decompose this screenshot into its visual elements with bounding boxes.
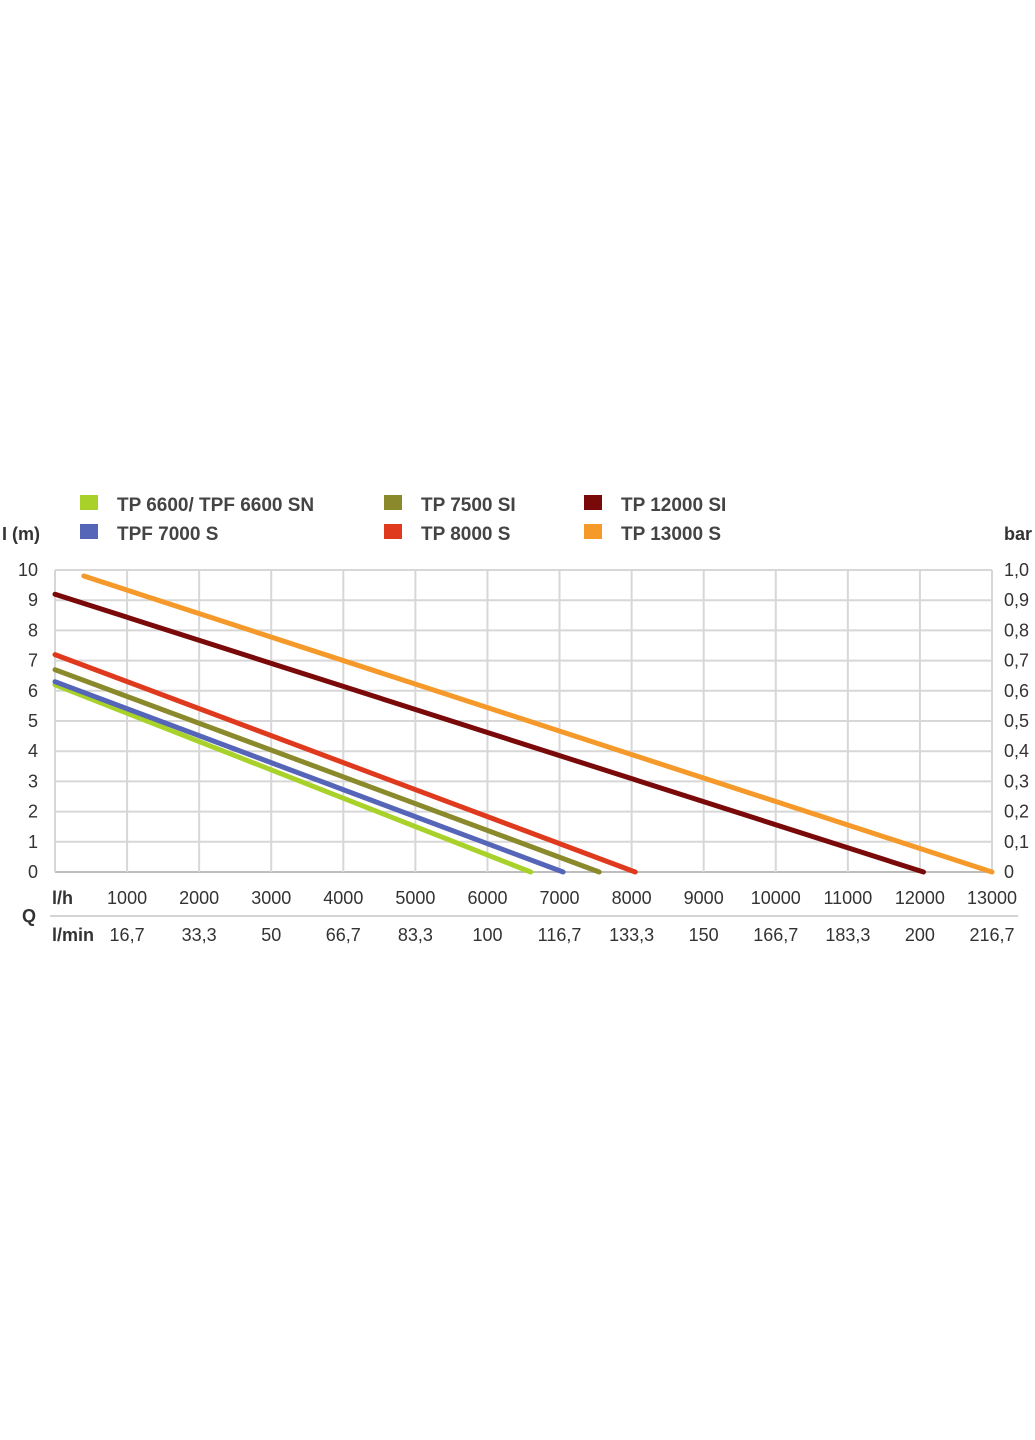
series-lines [52,573,995,875]
x-tick-label-lh: 4000 [323,888,363,908]
x-ticks: 1000 2000 3000 4000 5000 6000 7000 8000 9000 1000… [107,888,1017,945]
y-tick-label-right: 0,6 [1004,681,1029,701]
y-tick-label-left: 4 [28,741,38,761]
x-tick-label-lmin: 50 [261,925,281,945]
legend-swatch [584,495,602,510]
legend-swatch [584,524,602,539]
legend-label: TP 8000 S [421,524,510,545]
y-tick-label-left: 0 [28,862,38,882]
y-tick-label-left: 8 [28,620,38,640]
y-axis-label-left: I (m) [2,524,40,544]
y-axis-label-right: bar [1004,524,1032,544]
series-line [52,591,926,875]
legend-swatch [384,495,402,510]
x-quantity-label: Q [22,906,36,926]
x-tick-label-lh: 13000 [967,888,1017,908]
x-tick-label-lmin: 183,3 [825,925,870,945]
series-line [52,667,602,875]
x-unit-lmin: l/min [52,925,94,945]
x-tick-label-lmin: 16,7 [110,925,145,945]
y-tick-label-right: 0 [1004,862,1014,882]
y-tick-label-right: 0,3 [1004,771,1029,791]
x-tick-label-lmin: 33,3 [182,925,217,945]
x-tick-label-lh: 11000 [823,888,872,908]
y-tick-label-right: 0,1 [1004,832,1029,852]
x-tick-label-lmin: 83,3 [398,925,433,945]
y-tick-label-left: 5 [28,711,38,731]
x-tick-label-lmin: 166,7 [753,925,798,945]
series-line [52,652,638,875]
x-tick-label-lh: 10000 [751,888,801,908]
y-tick-label-right: 0,9 [1004,590,1029,610]
x-tick-label-lh: 5000 [395,888,435,908]
x-tick-label-lh: 7000 [540,888,580,908]
x-tick-label-lmin: 200 [905,925,935,945]
y-tick-label-left: 6 [28,681,38,701]
series-line [52,682,534,875]
x-tick-label-lh: 8000 [612,888,652,908]
x-tick-label-lh: 1000 [107,888,147,908]
legend-swatch [80,495,98,510]
x-tick-label-lmin: 216,7 [969,925,1014,945]
x-tick-label-lh: 9000 [684,888,724,908]
y-tick-label-left: 7 [28,651,38,671]
x-tick-label-lmin: 150 [689,925,719,945]
legend-label: TP 12000 SI [621,495,726,516]
y-tick-label-left: 9 [28,590,38,610]
legend-label: TP 7500 SI [421,495,516,516]
x-tick-label-lmin: 116,7 [538,925,582,945]
x-tick-label-lmin: 100 [472,925,502,945]
y-tick-label-right: 1,0 [1004,560,1029,580]
legend-label: TP 13000 S [621,524,721,545]
y-tick-label-right: 0,7 [1004,651,1029,671]
x-tick-label-lmin: 133,3 [609,925,654,945]
x-tick-label-lh: 2000 [179,888,219,908]
y-tick-label-right: 0,4 [1004,741,1029,761]
y-tick-label-right: 0,2 [1004,802,1029,822]
series-line [52,679,566,875]
legend-swatch [80,524,98,539]
x-tick-label-lh: 3000 [251,888,291,908]
y-tick-label-left: 10 [18,560,38,580]
y-tick-label-left: 3 [28,771,38,791]
y-ticks: 0 1 2 3 4 5 6 7 8 9 10 0 0,1 0,2 0,3 0,4 0,5 0,6 0,7 0,8 0,9… [18,560,1029,882]
y-tick-label-right: 0,5 [1004,711,1029,731]
legend-label: TP 6600/ TPF 6600 SN [117,495,314,516]
y-tick-label-left: 1 [28,832,38,852]
series-line [81,573,995,875]
y-tick-label-right: 0,8 [1004,620,1029,640]
x-tick-label-lh: 12000 [895,888,945,908]
x-unit-lh: l/h [52,888,73,908]
x-tick-label-lh: 6000 [467,888,507,908]
legend-label: TPF 7000 S [117,524,218,545]
y-tick-label-left: 2 [28,802,38,822]
legend-swatch [384,524,402,539]
x-tick-label-lmin: 66,7 [326,925,361,945]
legend: TP 6600/ TPF 6600 SN TPF 7000 S TP 7500 SI… [80,495,726,545]
